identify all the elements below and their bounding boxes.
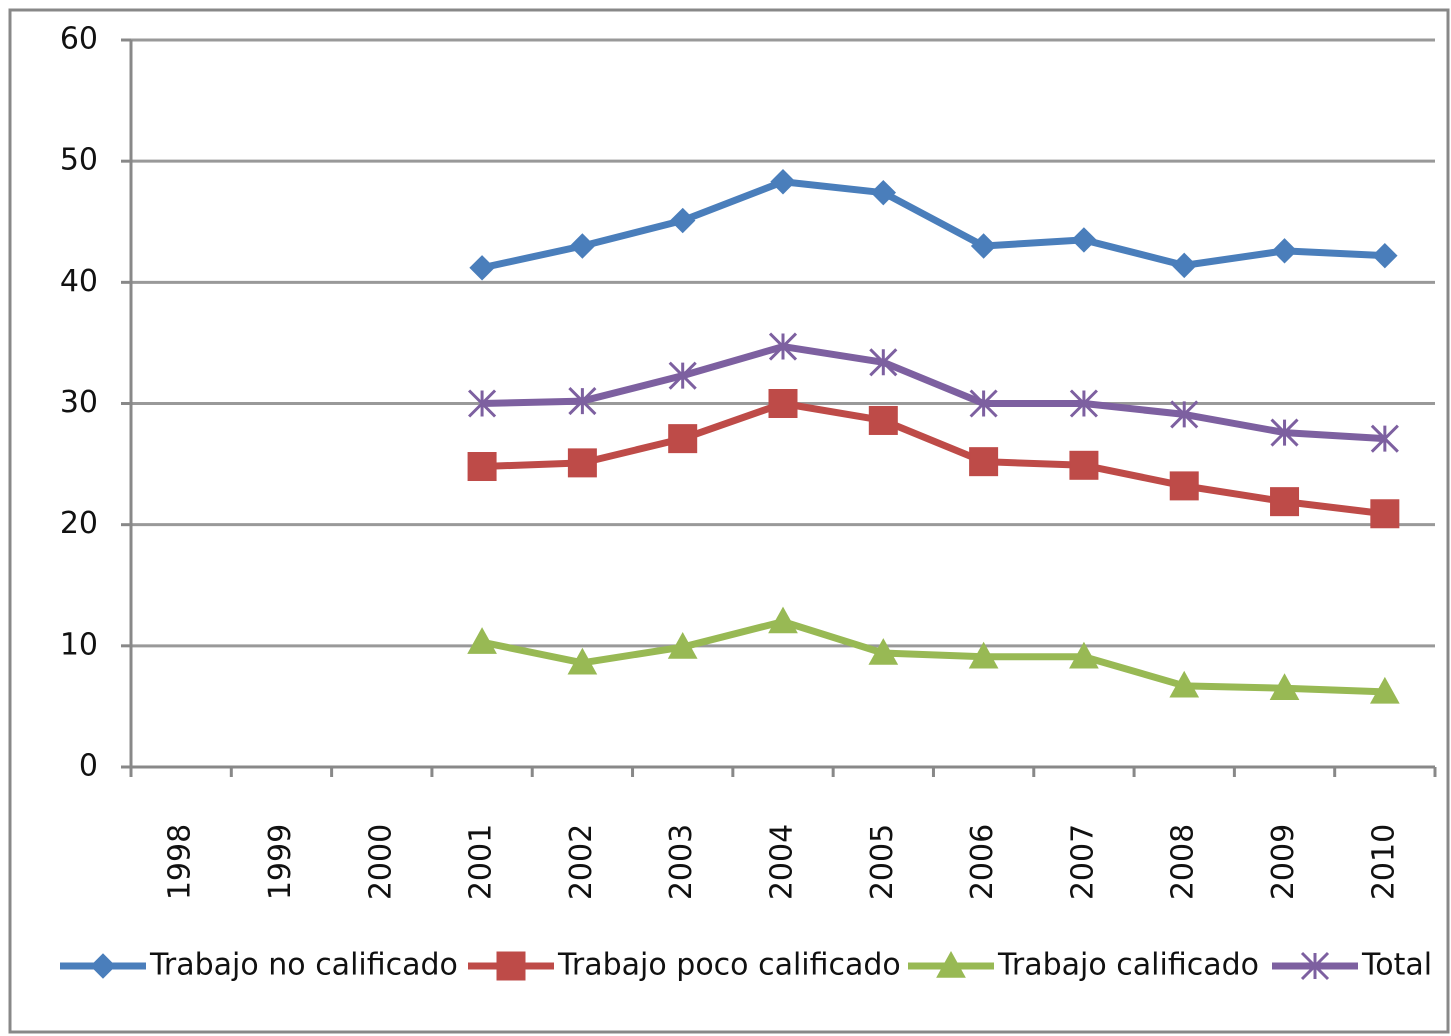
data-point [870,179,897,206]
chart-border [8,8,1450,1034]
data-point [969,447,999,477]
data-point [1370,424,1399,453]
data-point [669,207,696,234]
y-tick-label: 10 [60,627,98,662]
data-point [467,452,497,482]
data-point [569,233,596,259]
data-point [968,641,999,669]
x-tick-label: 2007 [1065,824,1100,900]
data-point [668,361,697,390]
data-point [1271,238,1298,264]
y-tick-label: 20 [60,506,98,541]
x-tick-label: 1999 [263,824,298,900]
legend-label: Trabajo no calificado [149,948,458,983]
x-tick-label: 2006 [965,824,1000,900]
data-point [1169,670,1200,698]
x-tick-label: 2004 [765,824,800,900]
data-point [768,389,798,418]
data-point [1171,252,1197,279]
data-point [468,389,497,418]
series-line [481,400,1386,518]
data-point [1269,673,1300,700]
x-tick-label: 2005 [865,824,900,900]
data-point [970,233,997,259]
series-line [481,618,1385,696]
data-point [1270,487,1300,517]
series-line [481,178,1386,272]
x-tick-label: 2009 [1266,824,1301,900]
legend-marker [496,951,526,981]
y-tick-label: 60 [60,22,98,57]
legend-marker [1300,951,1330,981]
data-point [567,647,598,675]
data-point [1071,227,1097,253]
x-tick-label: 1998 [163,824,198,900]
legend-label: Trabajo calificado [997,948,1259,983]
x-tick-label: 2010 [1366,824,1401,900]
data-point [868,405,898,435]
data-point [768,606,798,634]
data-point [868,638,899,665]
data-point [770,169,796,195]
data-point [668,424,698,454]
legend-marker [936,950,966,978]
data-point [1170,400,1199,429]
data-point [768,332,798,361]
x-tick-label: 2000 [363,824,398,900]
y-tick-label: 50 [60,143,98,178]
data-point [1270,418,1299,447]
series-line [481,343,1386,443]
data-point [1069,389,1098,418]
data-point [1069,641,1099,669]
data-point [567,448,597,478]
data-point [1169,471,1199,501]
data-point [667,632,698,659]
x-tick-label: 2008 [1166,824,1201,900]
legend-label: Trabajo poco calificado [557,948,901,983]
data-point [1369,676,1400,704]
legend-label: Total [1361,948,1432,983]
data-point [568,387,597,416]
x-tick-label: 2003 [664,824,699,900]
data-point [1372,242,1398,269]
data-point [969,389,998,418]
data-point [467,627,497,654]
data-point [1370,499,1400,529]
y-tick-label: 0 [79,749,98,784]
legend-marker [90,953,116,979]
y-tick-label: 30 [60,385,98,420]
data-point [1069,450,1099,480]
x-tick-label: 2002 [564,824,599,900]
data-point [469,255,495,281]
data-point [869,348,898,377]
x-tick-label: 2001 [464,824,499,900]
y-tick-label: 40 [60,264,98,299]
